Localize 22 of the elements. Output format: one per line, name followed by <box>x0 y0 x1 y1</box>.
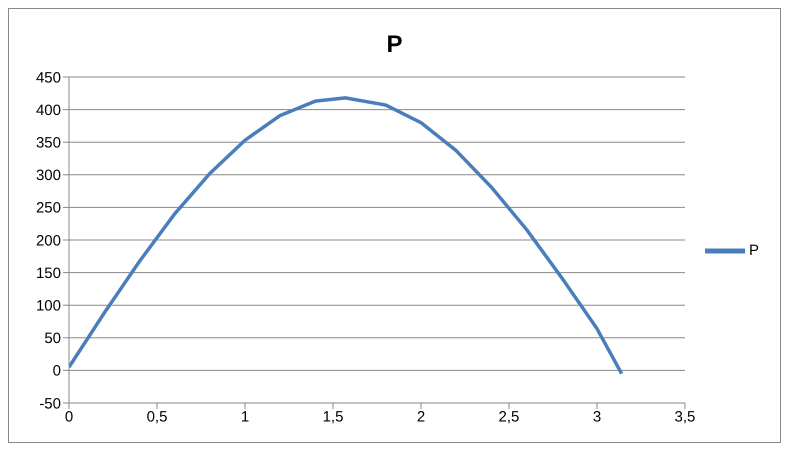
y-tick-label: 150 <box>36 264 61 282</box>
line-series <box>69 96 624 376</box>
y-tick-label: 100 <box>36 298 61 315</box>
y-tick-label: 0 <box>52 362 61 380</box>
y-tick-label: 250 <box>36 200 61 217</box>
y-tick-label: -50 <box>39 395 61 412</box>
x-tick-label: 0 <box>64 408 74 426</box>
x-tick-label: 3 <box>592 408 602 426</box>
x-tick-label: 2,5 <box>498 408 520 426</box>
y-tick-label: 300 <box>36 167 61 184</box>
y-tick-label: 50 <box>44 330 61 348</box>
x-tick-label: 3,5 <box>674 408 696 426</box>
y-tick-label: 200 <box>36 232 61 250</box>
x-tick-label: 0,5 <box>146 408 168 426</box>
chart-title: P <box>385 31 404 60</box>
y-tick-label: 400 <box>36 102 61 119</box>
y-tick-label: 450 <box>36 69 61 86</box>
x-tick-label: 1,5 <box>322 408 344 426</box>
x-tick-label: 1 <box>240 408 250 426</box>
x-tick-label: 2 <box>416 408 426 426</box>
y-tick-label: 350 <box>36 134 61 152</box>
legend-label: P <box>748 241 759 258</box>
